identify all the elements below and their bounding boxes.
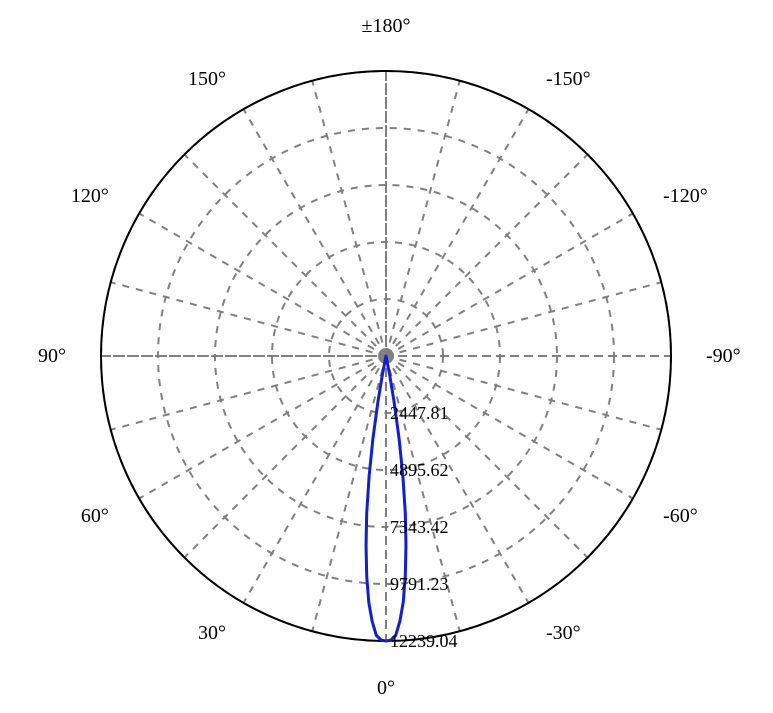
angle-label: ±180° xyxy=(362,15,411,37)
angle-label: 30° xyxy=(198,622,226,644)
angle-label: -120° xyxy=(663,185,708,207)
angle-label: -90° xyxy=(706,345,741,367)
angle-label: 150° xyxy=(188,68,226,90)
angle-label: 0° xyxy=(377,677,395,699)
angle-label: -150° xyxy=(546,68,591,90)
angle-label: 120° xyxy=(71,185,109,207)
polar-chart: 2447.81 4895.62 7343.42 9791.23 12239.04 0° 30… xyxy=(0,0,773,713)
radial-label: 4895.62 xyxy=(390,460,449,480)
radial-label: 9791.23 xyxy=(390,574,449,594)
angle-label: 60° xyxy=(81,505,109,527)
radial-label: 12239.04 xyxy=(390,631,458,651)
radial-label: 2447.81 xyxy=(390,403,449,423)
radial-label: 7343.42 xyxy=(390,517,449,537)
angle-label: -60° xyxy=(663,505,698,527)
angle-label: 90° xyxy=(38,345,66,367)
angle-label: -30° xyxy=(546,622,581,644)
